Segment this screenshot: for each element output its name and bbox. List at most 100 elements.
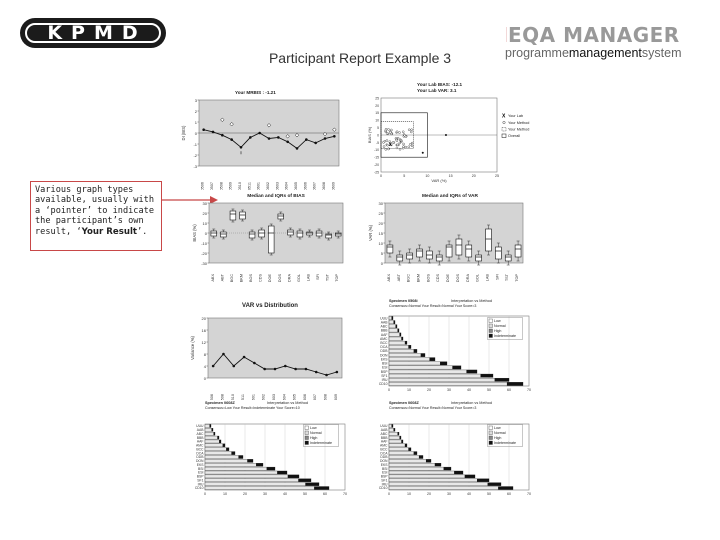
bar-indeterminate xyxy=(418,455,423,459)
legend-label: High xyxy=(494,436,501,440)
y-tick-label: AAB xyxy=(381,428,389,432)
data-point xyxy=(333,135,336,138)
iqr-box xyxy=(229,210,237,221)
bar-indeterminate xyxy=(443,467,451,471)
y-tick-label: BSP xyxy=(381,475,389,479)
x-tick-label: DRA xyxy=(466,274,470,282)
x-tick-label: 0609 xyxy=(334,394,338,400)
y-tick-label: 20 xyxy=(203,211,208,216)
eqa-tag-part3: system xyxy=(641,46,682,60)
x-tick-label: 50 xyxy=(487,388,491,392)
legend-swatch xyxy=(304,425,309,430)
y-tick-label: BCC xyxy=(380,341,388,345)
x-tick-label: 0507 xyxy=(210,182,214,190)
var-dist-chart: VAR vs Distribution 20 16 12 8 4 0 Variance (%)… xyxy=(190,303,343,400)
x-tick-label: 5 xyxy=(403,174,405,178)
bar-indeterminate xyxy=(231,451,235,455)
bar-indeterminate xyxy=(464,474,475,478)
data-point xyxy=(242,355,246,359)
data-point xyxy=(385,139,389,142)
bar-normal xyxy=(388,365,462,370)
y-tick-label: -1 xyxy=(193,142,197,147)
x-tick-label: ABX xyxy=(387,274,391,282)
data-point xyxy=(232,364,236,368)
chart-title: VAR vs Distribution xyxy=(242,303,298,309)
bar-normal xyxy=(388,466,452,471)
outlier-point xyxy=(444,134,447,136)
x-tick-label: 40 xyxy=(283,492,287,496)
chart-subtitle: Your Lab VAR: 3.1 xyxy=(417,88,457,93)
pointer-arrow-head xyxy=(210,196,218,204)
y-tick-label: ESI xyxy=(382,471,388,475)
chart-subtitle: Interpretation vs Method xyxy=(267,401,308,405)
y-tick-label: 10 xyxy=(379,241,384,246)
bar-normal xyxy=(204,486,330,490)
x-tick-label: 0506 xyxy=(210,394,214,400)
method-marker xyxy=(322,131,328,137)
x-tick-label: 0604 xyxy=(282,394,286,400)
y-tick-label: AAF xyxy=(381,333,388,337)
iqr-box xyxy=(239,211,246,220)
data-point xyxy=(398,131,401,134)
data-point xyxy=(273,367,277,371)
bar-indeterminate xyxy=(498,486,513,490)
x-tick-label: 0609 xyxy=(331,182,335,190)
data-point xyxy=(253,361,256,365)
legend-swatch-method xyxy=(502,121,506,124)
x-tick-label: 0506 xyxy=(201,182,205,190)
y-tick-label: 15 xyxy=(375,111,379,115)
callout-box: Various graph types available, usually w… xyxy=(30,181,162,251)
bar-normal xyxy=(388,470,464,475)
bar-indeterminate xyxy=(393,428,395,432)
x-tick-label: 70 xyxy=(527,492,531,496)
bar-indeterminate xyxy=(452,365,461,370)
data-point xyxy=(325,373,328,377)
iqr-box xyxy=(445,244,453,258)
data-point xyxy=(304,367,308,371)
bar-normal xyxy=(388,357,436,362)
iqr-box xyxy=(514,244,522,258)
y-tick-label: ESI xyxy=(198,471,204,475)
data-point xyxy=(314,141,317,145)
bar-indeterminate xyxy=(466,369,477,374)
y-tick-label: 16 xyxy=(202,328,207,333)
iqr-box xyxy=(504,254,512,262)
y-tick-label: BSP xyxy=(197,475,205,479)
y-tick-label: DDB xyxy=(380,349,388,353)
callout-text: Various graph types available, usually w… xyxy=(35,185,154,237)
bar-indeterminate xyxy=(404,341,407,345)
legend-label: Your Method xyxy=(508,121,529,125)
y-tick-label: CD10 xyxy=(195,486,204,490)
bar-normal xyxy=(388,332,402,337)
data-point xyxy=(410,144,414,148)
x-tick-label: 0 xyxy=(388,388,390,392)
data-point xyxy=(409,143,412,146)
y-axis-label: DI (BIS) xyxy=(181,125,186,140)
x-tick-label: DOS xyxy=(278,274,282,283)
legend-label: Low xyxy=(310,426,317,430)
x-tick-label: 0602 xyxy=(266,182,270,190)
y-tick-label: BSP xyxy=(381,370,389,374)
x-tick-label: 0508 xyxy=(220,394,224,400)
iqr-box xyxy=(485,228,492,252)
bar-normal xyxy=(204,482,320,486)
x-tick-label: 10 xyxy=(223,492,227,496)
x-tick-label: TST xyxy=(326,273,330,281)
legend-label: Indeterminate xyxy=(494,441,516,445)
interp-chart-3: Specimen 0608Z Interpretation vs MethodCo… xyxy=(379,401,531,496)
iqr-box xyxy=(325,233,332,239)
data-point xyxy=(395,130,399,133)
x-tick-label: ABT xyxy=(220,273,224,281)
x-tick-label: DOS xyxy=(456,274,460,283)
y-tick-label: 20 xyxy=(202,316,207,321)
bar-normal xyxy=(388,447,412,451)
y-tick-label: DDB xyxy=(196,455,204,459)
bar-normal xyxy=(204,455,244,459)
legend-swatch xyxy=(488,425,493,430)
chart-title: Specimen 0508i xyxy=(389,299,418,303)
pointer-arrow xyxy=(162,196,218,204)
chart-title: Median and IQRs of VAR xyxy=(422,193,478,199)
x-tick-label: CDS xyxy=(259,274,263,282)
x-tick-label: 10 xyxy=(425,174,429,178)
y-tick-label: 0 xyxy=(205,231,208,236)
